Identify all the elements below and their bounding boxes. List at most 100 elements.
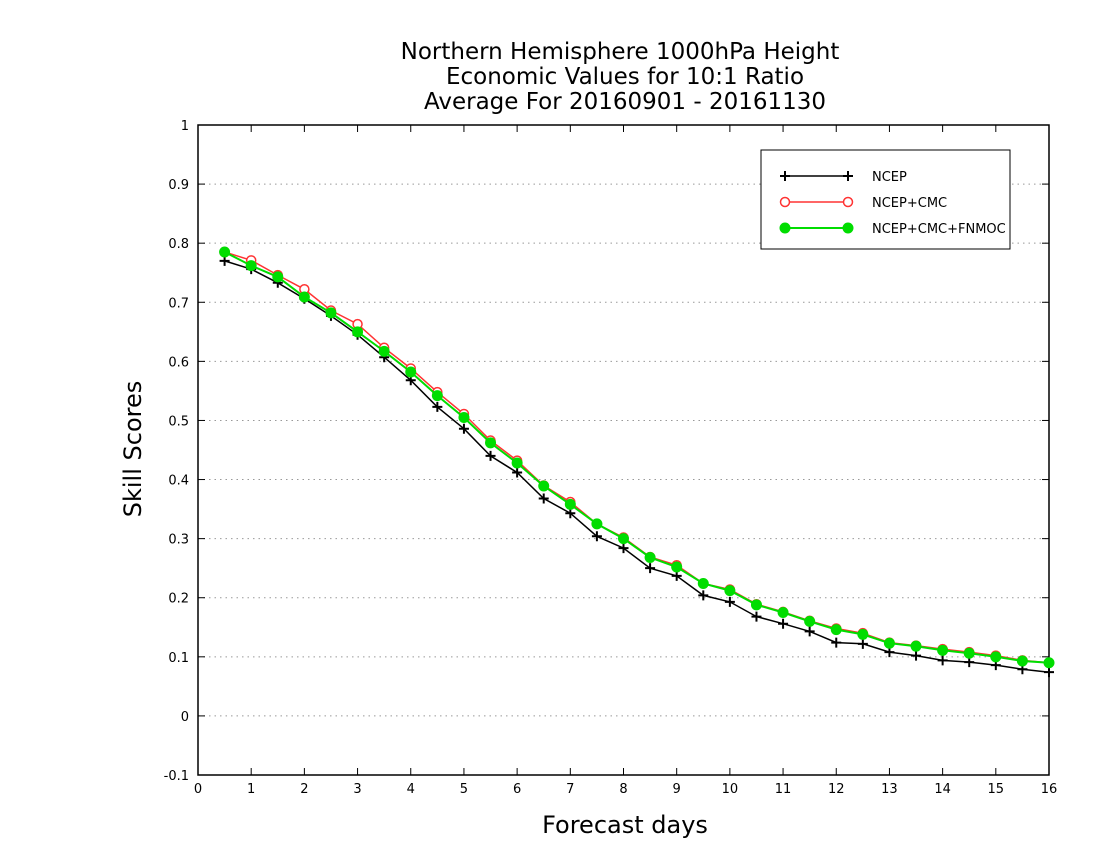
data-point [804, 615, 816, 627]
data-point [219, 246, 231, 258]
data-point [378, 345, 390, 357]
series-1 [219, 255, 1054, 678]
x-tick-label: 12 [828, 782, 845, 797]
y-tick-label: 1 [181, 119, 189, 134]
data-point [778, 618, 789, 629]
series-2 [219, 246, 1055, 668]
y-tick-label: 0.6 [168, 355, 189, 370]
y-tick-label: 0.7 [168, 296, 189, 311]
x-tick-label: 11 [775, 782, 792, 797]
axis-ticks: -0.100.10.20.30.40.50.60.70.80.910 1 2 3 4 5 6… [164, 119, 1058, 797]
series-line [224, 251, 1050, 664]
x-tick-label: 14 [934, 782, 951, 797]
x-tick-label: 9 [673, 782, 681, 797]
data-point [644, 552, 656, 564]
series-line [224, 260, 1050, 673]
data-point [485, 437, 497, 449]
x-tick-label: 16 [1041, 782, 1058, 797]
y-tick-label: 0.4 [168, 474, 189, 489]
data-point [804, 626, 815, 637]
y-axis-label: Skill Scores [119, 381, 147, 518]
data-point [671, 561, 683, 573]
data-point [1043, 657, 1055, 669]
x-axis-label: Forecast days [542, 811, 708, 839]
data-point [538, 480, 550, 492]
chart-title-line-2: Economic Values for 10:1 Ratio [446, 64, 804, 90]
data-point [511, 457, 523, 469]
data-point [830, 624, 842, 636]
x-tick-label: 2 [300, 782, 308, 797]
data-point [724, 585, 736, 597]
data-point [591, 531, 602, 542]
legend-item: NCEP [780, 170, 907, 185]
y-tick-label: 0 [181, 710, 189, 725]
legend-label: NCEP+CMC [872, 196, 947, 211]
data-point [964, 657, 975, 668]
x-tick-label: 13 [881, 782, 898, 797]
data-point [724, 596, 735, 607]
series-3 [219, 246, 1055, 669]
data-point [857, 638, 868, 649]
data-point [857, 628, 869, 640]
data-point [431, 390, 443, 402]
data-point [645, 563, 656, 574]
x-tick-label: 10 [722, 782, 739, 797]
series-line [224, 251, 1050, 664]
data-point [352, 326, 364, 338]
legend-marker [779, 222, 791, 234]
x-tick-label: 8 [619, 782, 627, 797]
y-tick-label: 0.1 [168, 651, 189, 666]
legend-marker [842, 222, 854, 234]
data-point [1044, 667, 1054, 678]
legend-label: NCEP [872, 170, 907, 185]
data-point [405, 366, 417, 378]
data-point [697, 578, 709, 590]
data-point [298, 291, 310, 303]
legend-marker [843, 171, 853, 181]
data-point [485, 450, 496, 461]
x-tick-label: 6 [513, 782, 521, 797]
data-point [618, 533, 629, 545]
legend-marker [780, 171, 790, 181]
data-point [512, 467, 523, 478]
legend-item: NCEP+CMC+FNMOC [779, 222, 1006, 237]
data-point [671, 570, 682, 581]
data-point [937, 655, 948, 666]
data-point [618, 543, 629, 554]
data-point [538, 493, 549, 504]
data-point [219, 255, 230, 266]
data-point [325, 307, 337, 319]
legend-label: NCEP+CMC+FNMOC [872, 222, 1006, 237]
y-tick-label: 0.5 [168, 414, 189, 429]
legend-marker [779, 196, 791, 208]
legend-box [760, 149, 1011, 250]
data-point [458, 423, 469, 434]
data-point [750, 599, 762, 611]
legend: NCEP NCEP+CMC NCEP+CMC+FNMOC [760, 149, 1011, 250]
data-point [883, 637, 895, 649]
x-tick-label: 5 [460, 782, 468, 797]
data-point [751, 611, 762, 622]
y-tick-label: 0.3 [168, 533, 189, 548]
y-tick-label: 0.8 [168, 237, 189, 252]
data-point [910, 640, 922, 652]
x-tick-label: 3 [353, 782, 361, 797]
data-point [831, 637, 842, 648]
data-point [432, 401, 443, 412]
data-point [698, 590, 709, 601]
chart-title-line-3: Average For 20160901 - 20161130 [424, 89, 826, 115]
chart-title-line-1: Northern Hemisphere 1000hPa Height [401, 39, 840, 65]
data-point [272, 271, 284, 283]
data-point [245, 260, 257, 272]
x-tick-label: 7 [566, 782, 574, 797]
data-point [990, 651, 1002, 663]
data-point [458, 412, 470, 423]
data-point [884, 647, 895, 658]
data-point [963, 647, 975, 659]
legend-item: NCEP+CMC [779, 196, 947, 211]
legend-marker [842, 196, 854, 208]
data-point [937, 644, 949, 656]
chart-title: Northern Hemisphere 1000hPa Height Econo… [401, 39, 840, 115]
data-point [777, 607, 789, 618]
